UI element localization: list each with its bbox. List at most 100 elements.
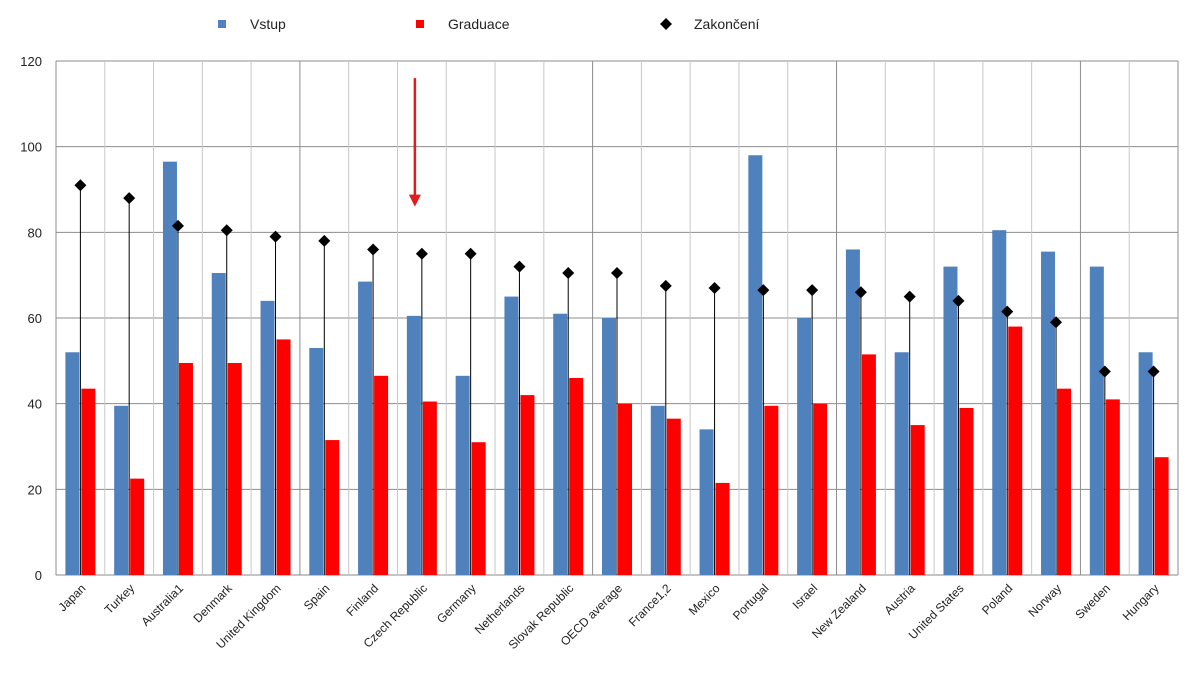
bar-vstup: [504, 296, 519, 575]
bar-vstup: [797, 318, 812, 575]
bar-graduace: [374, 375, 389, 575]
x-tick-label: Poland: [979, 581, 1015, 617]
bar-vstup: [65, 352, 80, 575]
category-group: Hungary: [1120, 352, 1169, 623]
marker-zakonceni: [562, 267, 575, 280]
y-tick-label: 60: [28, 311, 42, 326]
marker-zakonceni: [171, 219, 184, 232]
category-group: Norway: [1025, 251, 1072, 620]
bar-vstup: [894, 352, 909, 575]
marker-zakonceni: [74, 179, 87, 192]
x-tick-label: France1,2: [626, 581, 674, 629]
x-tick-label: Spain: [301, 581, 333, 613]
bar-vstup: [699, 429, 714, 575]
marker-zakonceni: [611, 267, 623, 280]
bar-vstup: [1138, 352, 1153, 575]
x-tick-label: Australia1: [138, 581, 186, 629]
marker-zakonceni: [806, 284, 819, 297]
y-tick-label: 120: [20, 54, 42, 69]
legend-swatch: [218, 20, 226, 28]
marker-zakonceni: [269, 230, 282, 243]
legend-item: Zakončení: [660, 16, 759, 32]
category-group: Sweden: [1072, 266, 1120, 622]
x-tick-label: Portugal: [730, 581, 772, 623]
category-group: Israel: [790, 284, 828, 612]
marker-zakonceni: [318, 234, 331, 247]
category-group: Denmark: [191, 224, 242, 626]
x-tick-label: Israel: [790, 581, 821, 612]
x-tick-label: Norway: [1025, 581, 1064, 620]
marker-zakonceni: [367, 243, 380, 256]
bar-vstup: [602, 318, 616, 575]
bar-vstup: [162, 161, 177, 576]
bar-vstup: [1089, 266, 1104, 575]
marker-zakonceni: [659, 279, 672, 292]
plot-area: 0 20 40 60 80 100 120 Japan Turkey Australia1 Denm…: [20, 54, 1179, 652]
marker-zakonceni: [708, 282, 721, 295]
marker-zakonceni: [903, 290, 916, 303]
bar-graduace: [81, 388, 96, 575]
category-group: France1,2: [626, 279, 681, 629]
legend-item: Vstup: [218, 16, 286, 32]
marker-zakonceni: [952, 294, 965, 307]
bar-graduace: [325, 440, 340, 575]
marker-zakonceni: [757, 284, 770, 297]
bar-graduace: [422, 401, 437, 575]
bar-graduace: [666, 418, 681, 575]
x-tick-label: Japan: [55, 581, 88, 614]
legend-swatch-marker: [660, 18, 672, 30]
bar-graduace: [520, 395, 535, 575]
y-tick-label: 80: [28, 225, 42, 240]
bar-graduace: [618, 403, 632, 575]
bar-vstup: [260, 300, 275, 575]
bar-vstup: [650, 405, 665, 575]
bar-graduace: [1105, 399, 1120, 575]
y-tick-label: 0: [35, 568, 42, 583]
y-tick-label: 20: [28, 482, 42, 497]
bar-vstup: [309, 347, 324, 575]
legend-label: Vstup: [250, 16, 286, 32]
marker-zakonceni: [1001, 305, 1014, 318]
annotation-arrow-head: [408, 194, 421, 207]
bar-graduace: [861, 354, 876, 575]
bar-vstup: [114, 405, 129, 575]
marker-zakonceni: [854, 286, 867, 299]
legend-swatch: [416, 20, 424, 28]
bar-vstup: [455, 375, 470, 575]
category-group: Germany: [434, 247, 486, 626]
marker-zakonceni: [415, 247, 428, 260]
bar-graduace: [569, 377, 584, 575]
bar-vstup: [943, 266, 958, 575]
category-group: Spain: [301, 234, 340, 613]
bar-graduace: [227, 362, 242, 575]
category-group: Poland: [979, 230, 1023, 618]
marker-zakonceni: [1147, 365, 1160, 378]
bar-graduace: [764, 405, 779, 575]
x-tick-label: Finland: [343, 581, 381, 619]
category-group: Japan: [55, 179, 96, 614]
legend-label: Zakončení: [694, 16, 759, 32]
bar-vstup: [211, 273, 226, 575]
bar-vstup: [406, 315, 421, 575]
bar-graduace: [276, 339, 291, 575]
legend-item: Graduace: [416, 16, 510, 32]
bar-graduace: [471, 442, 486, 575]
marker-zakonceni: [464, 247, 477, 260]
bar-vstup: [845, 249, 860, 575]
category-group: Finland: [343, 243, 389, 619]
bar-graduace: [130, 478, 145, 575]
x-tick-label: Turkey: [102, 581, 138, 617]
category-group: Turkey: [102, 192, 145, 617]
x-tick-label: Denmark: [191, 581, 236, 626]
bar-vstup: [992, 230, 1007, 576]
category-group: Australia1: [138, 161, 193, 629]
marker-zakonceni: [220, 224, 233, 237]
x-tick-label: Sweden: [1072, 581, 1113, 622]
x-tick-label: Mexico: [686, 581, 723, 618]
marker-zakonceni: [123, 192, 136, 205]
bar-graduace: [178, 362, 193, 575]
x-tick-label: Germany: [434, 581, 479, 626]
bar-vstup: [553, 313, 568, 575]
bar-graduace: [1154, 457, 1169, 575]
